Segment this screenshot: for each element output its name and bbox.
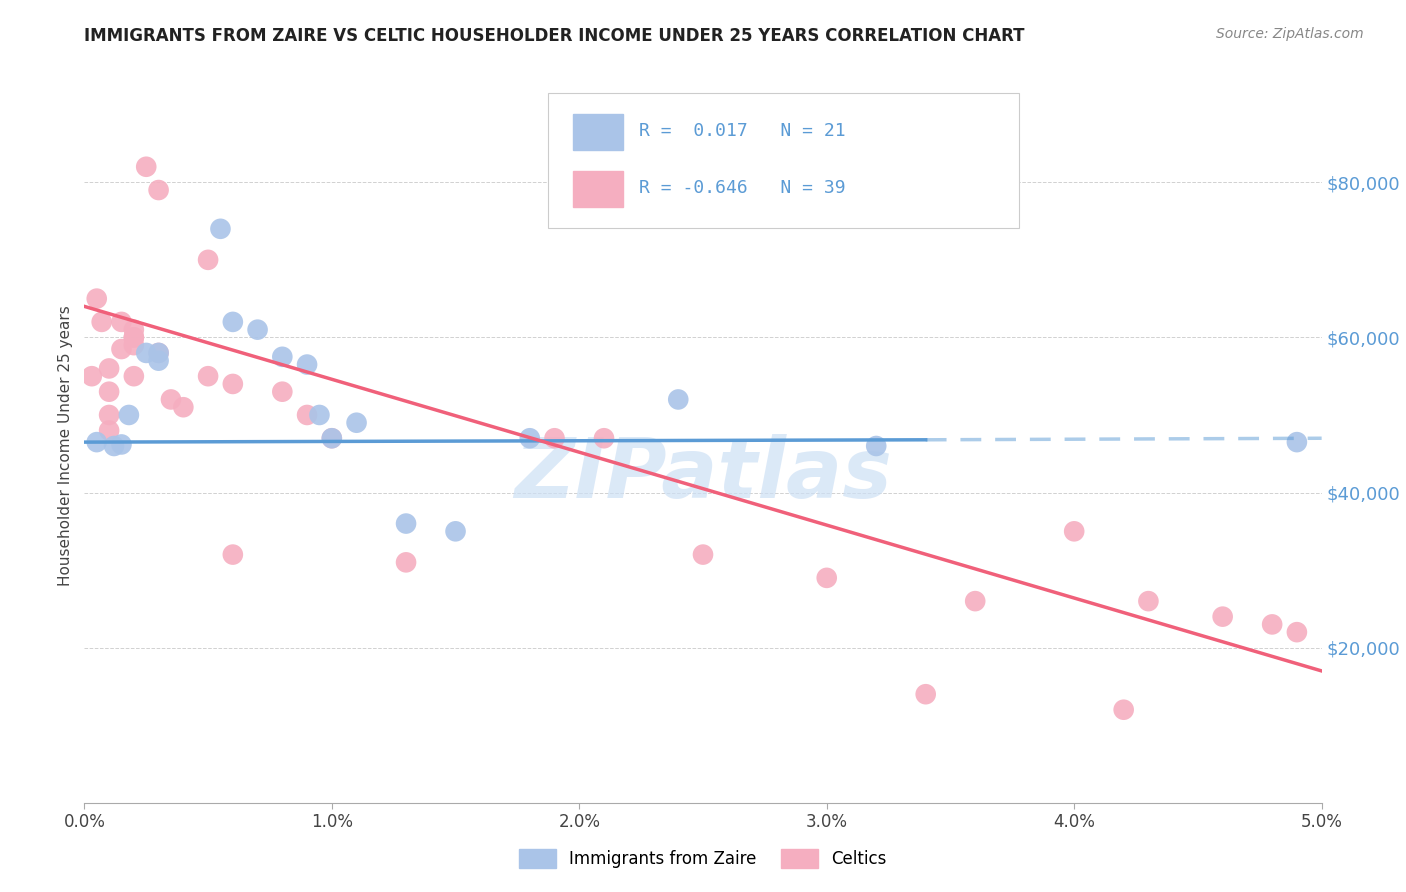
Point	[148, 346, 170, 360]
Point	[346, 416, 368, 430]
FancyBboxPatch shape	[548, 93, 1018, 228]
Point	[122, 330, 145, 344]
Point	[148, 353, 170, 368]
Point	[197, 252, 219, 267]
Text: IMMIGRANTS FROM ZAIRE VS CELTIC HOUSEHOLDER INCOME UNDER 25 YEARS CORRELATION CH: IMMIGRANTS FROM ZAIRE VS CELTIC HOUSEHOL…	[84, 27, 1025, 45]
Point	[321, 431, 343, 445]
Point	[172, 401, 194, 415]
Point	[110, 342, 132, 356]
Point	[815, 571, 838, 585]
Point	[122, 330, 145, 344]
Point	[222, 548, 245, 562]
Point	[1212, 609, 1234, 624]
Point	[271, 350, 294, 364]
Point	[444, 524, 467, 539]
Point	[1137, 594, 1160, 608]
Point	[148, 183, 170, 197]
Point	[1285, 435, 1308, 450]
Point	[86, 435, 108, 450]
Point	[122, 369, 145, 384]
Point	[122, 323, 145, 337]
Text: Source: ZipAtlas.com: Source: ZipAtlas.com	[1216, 27, 1364, 41]
Point	[209, 222, 232, 236]
Point	[295, 358, 318, 372]
Point	[103, 439, 125, 453]
Point	[148, 346, 170, 360]
Point	[308, 408, 330, 422]
Text: R = -0.646   N = 39: R = -0.646 N = 39	[638, 178, 845, 196]
Point	[692, 548, 714, 562]
Point	[86, 292, 108, 306]
Point	[519, 431, 541, 445]
Text: R =  0.017   N = 21: R = 0.017 N = 21	[638, 121, 845, 139]
Point	[1112, 703, 1135, 717]
Point	[98, 424, 121, 438]
Point	[110, 437, 132, 451]
Point	[122, 338, 145, 352]
Point	[295, 408, 318, 422]
Point	[914, 687, 936, 701]
Point	[965, 594, 987, 608]
Point	[1261, 617, 1284, 632]
Point	[865, 439, 887, 453]
Point	[395, 555, 418, 569]
Point	[197, 369, 219, 384]
Legend: Immigrants from Zaire, Celtics: Immigrants from Zaire, Celtics	[512, 842, 894, 875]
Point	[271, 384, 294, 399]
Point	[222, 376, 245, 391]
Bar	[574, 114, 623, 150]
Point	[98, 408, 121, 422]
Point	[321, 431, 343, 445]
Text: ZIPatlas: ZIPatlas	[515, 434, 891, 515]
Point	[593, 431, 616, 445]
Point	[160, 392, 183, 407]
Point	[1285, 625, 1308, 640]
Point	[395, 516, 418, 531]
Y-axis label: Householder Income Under 25 years: Householder Income Under 25 years	[58, 306, 73, 586]
Point	[98, 361, 121, 376]
Point	[543, 431, 565, 445]
Point	[1063, 524, 1085, 539]
Point	[80, 369, 103, 384]
Point	[246, 323, 269, 337]
Bar	[574, 171, 623, 207]
Point	[90, 315, 112, 329]
Point	[118, 408, 141, 422]
Point	[98, 384, 121, 399]
Point	[110, 315, 132, 329]
Point	[135, 346, 157, 360]
Point	[135, 160, 157, 174]
Point	[666, 392, 689, 407]
Point	[222, 315, 245, 329]
